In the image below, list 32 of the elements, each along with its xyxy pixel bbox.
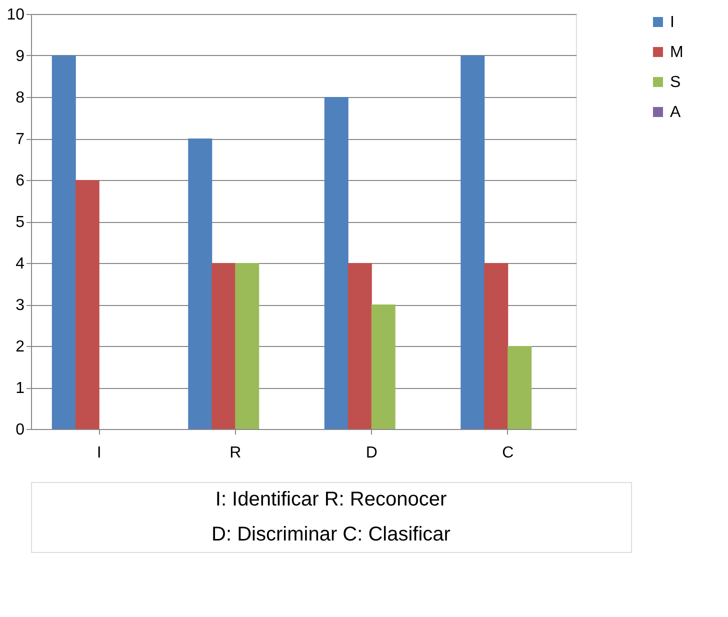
legend-label: A [670, 104, 681, 121]
bar [235, 263, 260, 429]
bar [460, 56, 485, 429]
y-tick-label: 9 [16, 48, 25, 65]
y-tick-label: 10 [6, 6, 25, 24]
y-tick-label: 3 [16, 297, 25, 314]
y-tick-label: 4 [16, 256, 25, 272]
legend-label: M [670, 44, 684, 61]
x-tick-label: D [366, 444, 378, 462]
legend-label: I [670, 14, 674, 31]
bar [348, 263, 372, 429]
y-tick-label: 5 [16, 214, 25, 231]
bar [188, 138, 212, 429]
y-tick-label: 0 [16, 422, 25, 438]
x-tick-label: C [502, 444, 514, 462]
y-tick-label: 2 [16, 338, 25, 356]
bar [324, 97, 348, 429]
text: D: Discriminar C: Clasificar [212, 524, 451, 546]
bar [371, 304, 396, 429]
bar [212, 263, 236, 429]
y-tick-label: 8 [16, 90, 25, 106]
y-tick-label: 6 [16, 172, 25, 190]
x-tick-label: I [96, 444, 102, 462]
y-tick-label: 7 [16, 131, 25, 148]
y-tick-label: 1 [16, 380, 25, 397]
text: I: Identificar R: Reconocer [215, 488, 447, 510]
bar [484, 263, 508, 429]
bar [508, 346, 532, 429]
bar [75, 180, 100, 429]
x-tick-label: R [230, 444, 242, 462]
legend-label: S [670, 74, 681, 91]
bar [52, 56, 76, 429]
